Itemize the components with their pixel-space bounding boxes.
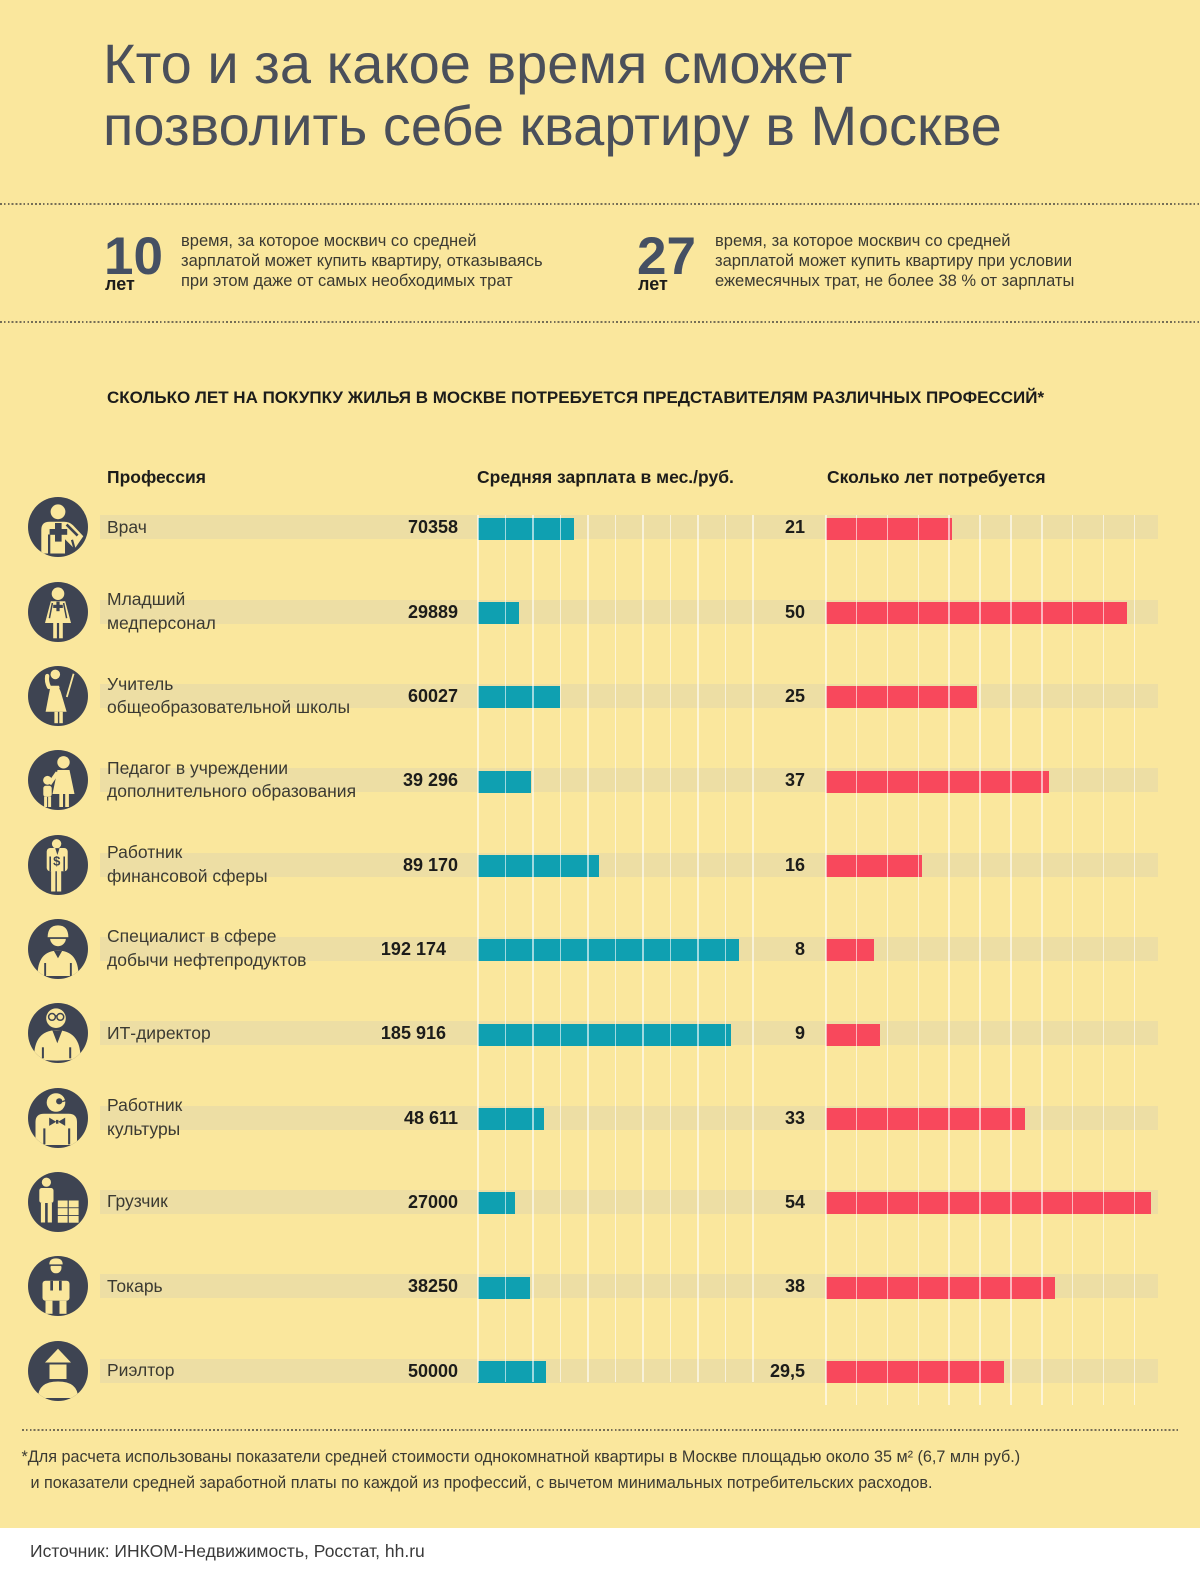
svg-text:$: $ xyxy=(53,853,61,868)
